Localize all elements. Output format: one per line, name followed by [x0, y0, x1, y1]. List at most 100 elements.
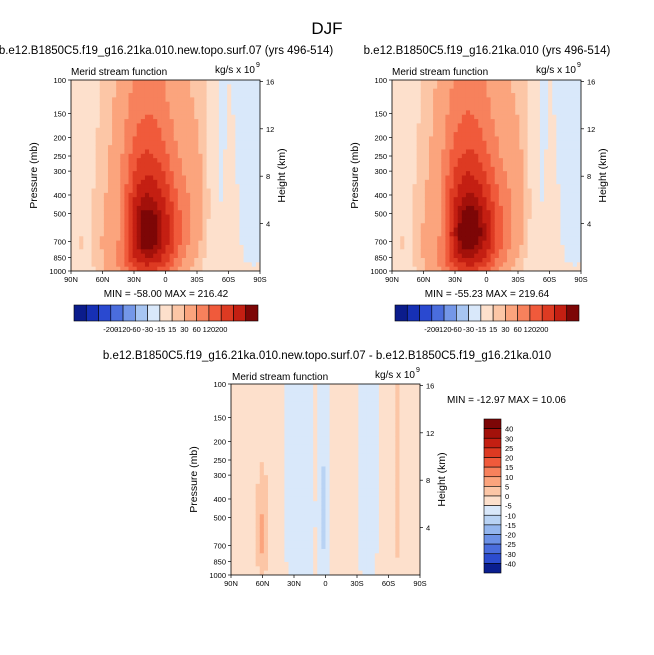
colorbar-1-box-13 — [233, 304, 247, 322]
panel3-ytick-label-200: 200 — [213, 437, 226, 446]
panel3-ytick-label-150: 150 — [213, 414, 226, 423]
colorbar-1-label-5: 15 — [168, 325, 176, 334]
panel-2-plot: 100 150 200 250 300 400 500 700 850 1000 4 8 12 16 90N… — [349, 76, 609, 284]
panel1-ytick-label-700: 700 — [53, 237, 66, 246]
panel1-ytick-label-850: 850 — [53, 254, 66, 263]
panel2-ytick-label-300: 300 — [374, 167, 387, 176]
colorbar-2-label-3: -30 — [463, 325, 474, 334]
panel-2-units: kg/s x 10 — [536, 65, 576, 76]
panel2-xtick-label-60S: 60S — [543, 275, 556, 284]
colorbar-1-label-0: -200 — [103, 325, 118, 334]
panel1-xtick-label-30N: 30N — [127, 275, 141, 284]
panel2-xtick-label-60N: 60N — [417, 275, 431, 284]
panel-3: b.e12.B1850C5.f19_g16.21ka.010.new.topo.… — [103, 350, 567, 588]
panel2-ytick-label-200: 200 — [374, 133, 387, 142]
panel2-ytick-label-700: 700 — [374, 237, 387, 246]
colorbar-3-box-4 — [483, 457, 502, 468]
colorbar-1-label-7: 60 — [192, 325, 200, 334]
colorbar-3-label-13: -30 — [505, 550, 516, 559]
colorbar-3-box-3 — [483, 447, 502, 458]
panel3-ytick-label-400: 400 — [213, 495, 226, 504]
colorbar-3-box-0 — [483, 418, 502, 429]
colorbar-2-box-3 — [431, 304, 445, 322]
colorbar-1-box-10 — [196, 304, 210, 322]
panel-3-units: kg/s x 10 — [375, 370, 415, 381]
colorbar-3-label-5: 10 — [505, 473, 513, 482]
colorbar-2-label-7: 60 — [513, 325, 521, 334]
panel3-ytick-label-300: 300 — [213, 471, 226, 480]
colorbar-2-box-14 — [566, 304, 580, 322]
panel-1-units-exp: 9 — [256, 62, 260, 69]
panel3-xtick-label-90N: 90N — [224, 579, 238, 588]
panel1-xtick-label-60S: 60S — [222, 275, 235, 284]
panel3-y2tick-label-16: 16 — [426, 381, 434, 390]
page-title: DJF — [311, 19, 342, 38]
panel1-ytick-label-1000: 1000 — [49, 267, 66, 276]
panel1-ytick-label-500: 500 — [53, 210, 66, 219]
panel3-xtick-label-0: 0 — [323, 579, 327, 588]
panel-3-stats: MIN = -12.97 MAX = 10.06 — [447, 395, 566, 406]
colorbar-2-box-4 — [443, 304, 457, 322]
panel3-xtick-label-60S: 60S — [382, 579, 395, 588]
panel1-y2tick-label-16: 16 — [266, 77, 274, 86]
colorbar-3-label-0: 40 — [505, 425, 513, 434]
colorbar-3-box-9 — [483, 505, 502, 516]
colorbar-1-box-8 — [171, 304, 185, 322]
panel2-ytick-label-150: 150 — [374, 110, 387, 119]
panel-1-plot: 100 150 200 250 300 400 500 700 850 1000 4 8 12 16 90N… — [28, 76, 288, 284]
panel2-ytick-label-850: 850 — [374, 254, 387, 263]
colorbar-1-box-12 — [220, 304, 234, 322]
colorbar-3-label-2: 25 — [505, 444, 513, 453]
colorbar-2-box-0 — [394, 304, 408, 322]
panel-1-stats: MIN = -58.00 MAX = 216.42 — [104, 289, 229, 300]
colorbar-1-box-9 — [184, 304, 197, 322]
panel-1-units: kg/s x 10 — [215, 65, 255, 76]
colorbar-3-box-15 — [483, 563, 502, 574]
colorbar-2-label-0: -200 — [424, 325, 439, 334]
panel-2: b.e12.B1850C5.f19_g16.21ka.010 (yrs 496-… — [349, 45, 611, 334]
panel3-y2tick-label-4: 4 — [426, 524, 430, 533]
panel1-xtick-label-90N: 90N — [64, 275, 78, 284]
colorbar-3-label-10: -15 — [505, 521, 516, 530]
colorbar-3-label-11: -20 — [505, 531, 516, 540]
colorbar-1-label-2: -60 — [130, 325, 141, 334]
colorbar-1-box-4 — [122, 304, 136, 322]
colorbar-3-box-10 — [483, 514, 502, 526]
colorbar-3-box-1 — [483, 428, 502, 439]
panel-3-subtitle: Merid stream function — [232, 372, 328, 383]
panel3-y2tick-label-8: 8 — [426, 476, 430, 485]
colorbar-3-box-8 — [483, 495, 502, 506]
colorbar-2-box-7 — [480, 304, 494, 322]
colorbar-1-box-2 — [98, 304, 112, 322]
panel-2-title: b.e12.B1850C5.f19_g16.21ka.010 (yrs 496-… — [364, 45, 611, 57]
panel3-y2tick-label-12: 12 — [426, 429, 434, 438]
colorbar-2-box-6 — [468, 304, 482, 322]
colorbar-3-box-5 — [483, 466, 502, 478]
colorbar-3-label-14: -40 — [505, 559, 516, 568]
panel2-field — [392, 80, 581, 271]
panel-2-colorbar: -200-120 -60 -30 -15 15 30 60 120 200 — [394, 304, 580, 334]
colorbar-2-label-6: 30 — [501, 325, 509, 334]
panel2-y2tick-label-4: 4 — [587, 220, 591, 229]
colorbar-2-label-1: -120 — [437, 325, 452, 334]
panel1-xtick-label-30S: 30S — [190, 275, 203, 284]
panel1-ylabel: Pressure (mb) — [28, 142, 40, 209]
colorbar-3-label-12: -25 — [505, 540, 516, 549]
colorbar-1-box-1 — [85, 304, 99, 322]
colorbar-2-box-2 — [419, 304, 433, 322]
panel3-ytick-label-700: 700 — [213, 541, 226, 550]
panel2-ytick-label-100: 100 — [374, 76, 387, 85]
panel-2-units-exp: 9 — [577, 62, 581, 69]
panel1-y2label: Height (km) — [276, 148, 288, 202]
panel3-xtick-label-30S: 30S — [350, 579, 363, 588]
panel2-ytick-label-400: 400 — [374, 191, 387, 200]
colorbar-3-box-14 — [483, 553, 502, 564]
colorbar-1-box-0 — [73, 304, 87, 322]
colorbar-1-box-5 — [135, 304, 148, 322]
colorbar-3-box-2 — [483, 437, 502, 449]
panel3-ytick-label-250: 250 — [213, 456, 226, 465]
panel2-ytick-label-250: 250 — [374, 152, 387, 161]
colorbar-2-label-4: -15 — [475, 325, 486, 334]
